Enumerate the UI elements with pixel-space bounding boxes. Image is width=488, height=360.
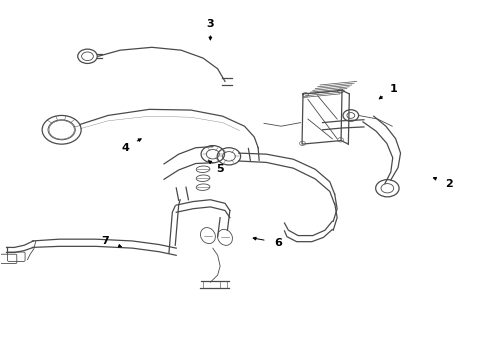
Text: 5: 5 [216,164,224,174]
Text: 2: 2 [445,179,452,189]
Text: 3: 3 [206,19,214,29]
Text: 1: 1 [388,84,396,94]
Text: 4: 4 [121,143,129,153]
Text: 7: 7 [102,236,109,246]
Text: 6: 6 [274,238,282,248]
